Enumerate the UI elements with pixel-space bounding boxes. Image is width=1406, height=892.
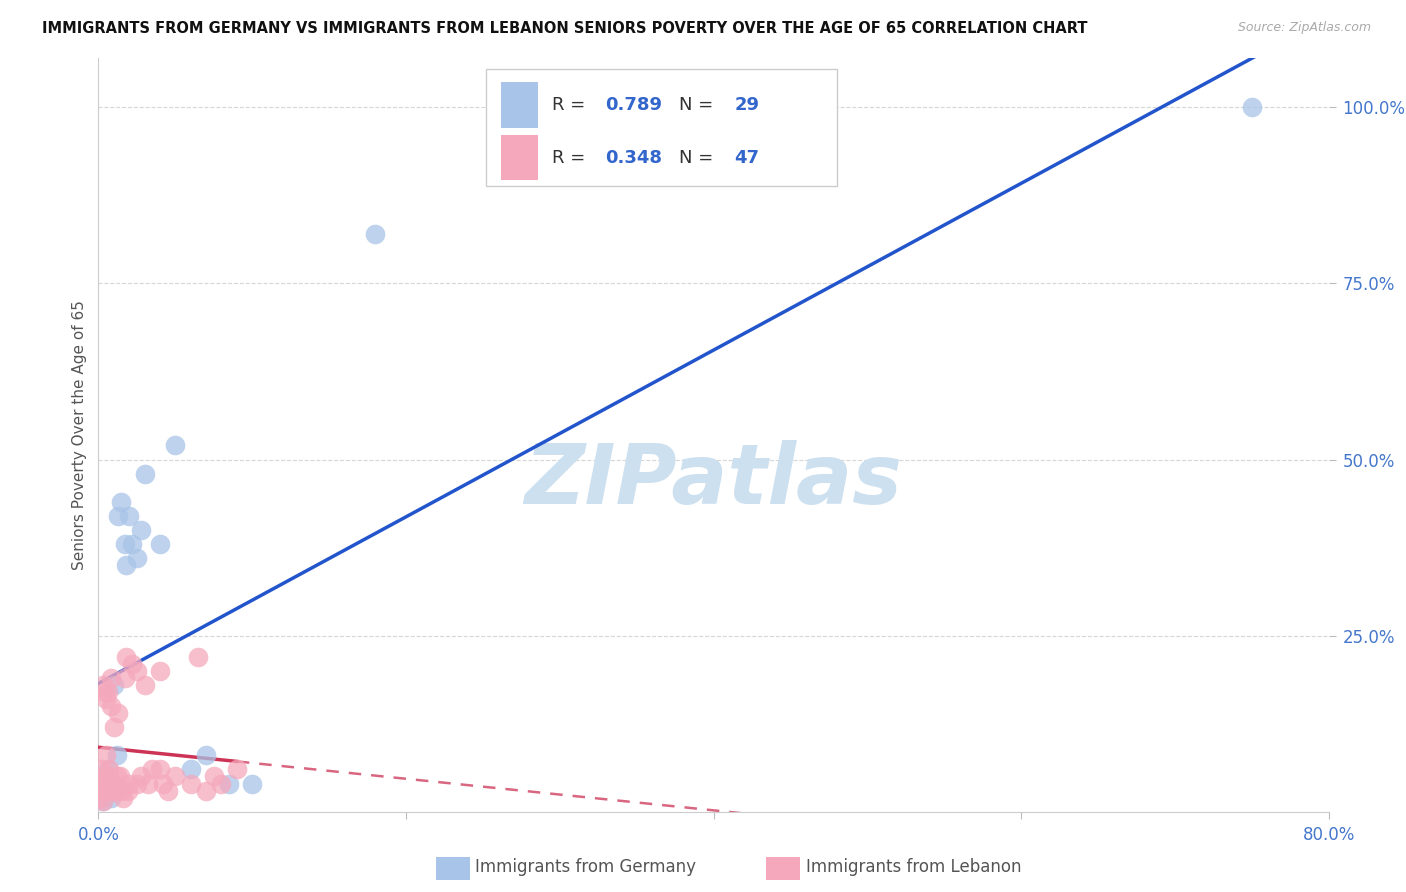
Point bbox=[110, 495, 132, 509]
Point bbox=[103, 776, 125, 790]
Point bbox=[90, 763, 112, 777]
Point bbox=[187, 649, 209, 664]
Point bbox=[125, 551, 148, 566]
Point bbox=[105, 770, 128, 784]
Point bbox=[91, 794, 114, 808]
Point bbox=[134, 467, 156, 481]
Point bbox=[118, 508, 141, 523]
Text: IMMIGRANTS FROM GERMANY VS IMMIGRANTS FROM LEBANON SENIORS POVERTY OVER THE AGE : IMMIGRANTS FROM GERMANY VS IMMIGRANTS FR… bbox=[42, 21, 1088, 36]
Point bbox=[141, 763, 163, 777]
Text: 29: 29 bbox=[734, 96, 759, 114]
Point bbox=[97, 770, 120, 784]
Point bbox=[104, 783, 127, 797]
Point bbox=[90, 783, 112, 797]
Point bbox=[104, 783, 127, 797]
Text: 0.348: 0.348 bbox=[606, 149, 662, 167]
Text: ZIPatlas: ZIPatlas bbox=[524, 440, 903, 521]
Point bbox=[107, 508, 129, 523]
Point bbox=[180, 776, 202, 790]
Point bbox=[118, 776, 141, 790]
Point bbox=[110, 783, 132, 797]
Point bbox=[125, 664, 148, 678]
Text: Source: ZipAtlas.com: Source: ZipAtlas.com bbox=[1237, 21, 1371, 34]
Point bbox=[108, 770, 131, 784]
Point bbox=[103, 678, 125, 692]
Point bbox=[89, 790, 111, 805]
Point bbox=[115, 649, 138, 664]
Point bbox=[89, 776, 111, 790]
Point bbox=[97, 763, 120, 777]
Point bbox=[240, 776, 263, 790]
Point bbox=[125, 776, 148, 790]
Point bbox=[131, 770, 153, 784]
FancyBboxPatch shape bbox=[486, 70, 837, 186]
Point bbox=[117, 783, 139, 797]
Point bbox=[114, 671, 136, 685]
Point bbox=[98, 780, 121, 794]
Point bbox=[180, 763, 202, 777]
Text: R =: R = bbox=[553, 149, 592, 167]
Point bbox=[131, 523, 153, 537]
Point bbox=[218, 776, 240, 790]
Bar bbox=[501, 135, 537, 180]
Point bbox=[94, 692, 117, 706]
Point bbox=[103, 720, 125, 734]
Point bbox=[121, 657, 143, 671]
Point bbox=[136, 776, 159, 790]
Point bbox=[225, 763, 247, 777]
Point bbox=[195, 748, 218, 763]
Point bbox=[89, 790, 111, 805]
Text: 47: 47 bbox=[734, 149, 759, 167]
Point bbox=[1240, 100, 1263, 114]
Point bbox=[149, 763, 172, 777]
Point bbox=[195, 783, 218, 797]
Point bbox=[100, 790, 122, 805]
Point bbox=[105, 748, 128, 763]
Point bbox=[91, 794, 114, 808]
Point bbox=[149, 664, 172, 678]
Point bbox=[93, 685, 115, 699]
Y-axis label: Seniors Poverty Over the Age of 65: Seniors Poverty Over the Age of 65 bbox=[72, 300, 87, 570]
Text: 0.789: 0.789 bbox=[606, 96, 662, 114]
Text: Immigrants from Lebanon: Immigrants from Lebanon bbox=[806, 858, 1021, 876]
Text: N =: N = bbox=[679, 96, 718, 114]
Point bbox=[149, 537, 172, 551]
Point bbox=[211, 776, 233, 790]
Text: N =: N = bbox=[679, 149, 718, 167]
Bar bbox=[501, 82, 537, 128]
Point bbox=[152, 776, 174, 790]
Point bbox=[165, 770, 187, 784]
Point bbox=[93, 770, 115, 784]
Point bbox=[121, 537, 143, 551]
Text: R =: R = bbox=[553, 96, 592, 114]
Point bbox=[101, 776, 124, 790]
Point bbox=[112, 790, 135, 805]
Point bbox=[94, 770, 117, 784]
Point bbox=[364, 227, 387, 241]
Point bbox=[115, 558, 138, 573]
Point bbox=[100, 671, 122, 685]
Point bbox=[202, 770, 225, 784]
Point bbox=[91, 678, 114, 692]
Point bbox=[134, 678, 156, 692]
Point bbox=[93, 776, 115, 790]
Point bbox=[101, 783, 124, 797]
Point bbox=[156, 783, 179, 797]
Point bbox=[114, 537, 136, 551]
Point bbox=[98, 763, 121, 777]
Point bbox=[100, 699, 122, 714]
Text: Immigrants from Germany: Immigrants from Germany bbox=[475, 858, 696, 876]
Point bbox=[107, 706, 129, 720]
Point bbox=[165, 438, 187, 452]
Point bbox=[97, 685, 120, 699]
Point bbox=[90, 783, 112, 797]
Point bbox=[98, 776, 121, 790]
Point bbox=[94, 748, 117, 763]
